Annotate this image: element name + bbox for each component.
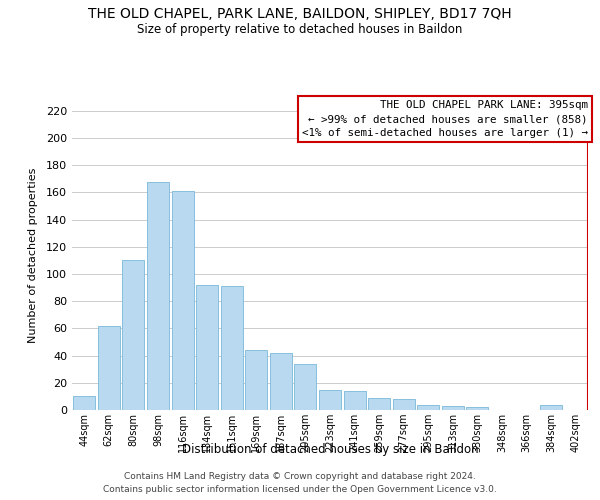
Bar: [540, 404, 562, 410]
Bar: [98, 326, 120, 410]
Bar: [392, 399, 415, 410]
Bar: [442, 406, 464, 410]
Text: Contains public sector information licensed under the Open Government Licence v3: Contains public sector information licen…: [103, 485, 497, 494]
Text: Contains HM Land Registry data © Crown copyright and database right 2024.: Contains HM Land Registry data © Crown c…: [124, 472, 476, 481]
Text: Size of property relative to detached houses in Baildon: Size of property relative to detached ho…: [137, 22, 463, 36]
Bar: [417, 404, 439, 410]
Bar: [147, 182, 169, 410]
Bar: [295, 364, 316, 410]
Text: THE OLD CHAPEL PARK LANE: 395sqm
← >99% of detached houses are smaller (858)
<1%: THE OLD CHAPEL PARK LANE: 395sqm ← >99% …: [302, 100, 588, 138]
Bar: [319, 390, 341, 410]
Bar: [196, 285, 218, 410]
Bar: [344, 391, 365, 410]
Text: Distribution of detached houses by size in Baildon: Distribution of detached houses by size …: [182, 442, 478, 456]
Bar: [466, 408, 488, 410]
Bar: [172, 191, 194, 410]
Bar: [245, 350, 268, 410]
Y-axis label: Number of detached properties: Number of detached properties: [28, 168, 38, 342]
Bar: [270, 353, 292, 410]
Bar: [73, 396, 95, 410]
Text: THE OLD CHAPEL, PARK LANE, BAILDON, SHIPLEY, BD17 7QH: THE OLD CHAPEL, PARK LANE, BAILDON, SHIP…: [88, 8, 512, 22]
Bar: [122, 260, 145, 410]
Bar: [221, 286, 243, 410]
Bar: [368, 398, 390, 410]
